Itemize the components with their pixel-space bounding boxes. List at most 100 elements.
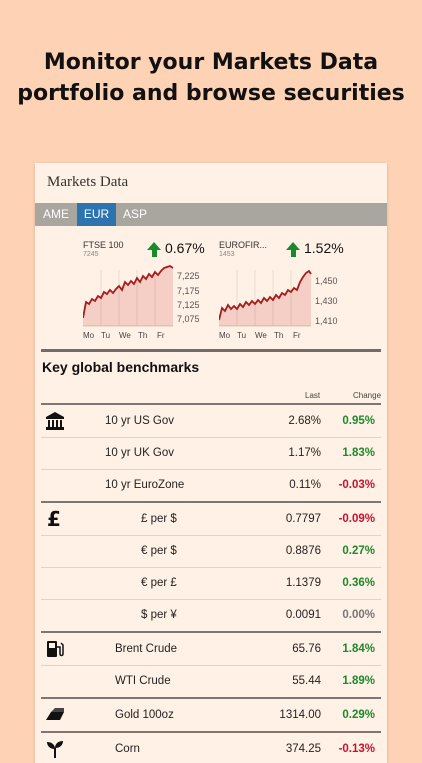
- table-row[interactable]: 10 yr UK Gov 1.17% 1.83%: [41, 437, 381, 469]
- table-row[interactable]: WTI Crude 55.44 1.89%: [41, 665, 381, 697]
- y-tick: 1,450: [315, 276, 338, 286]
- up-arrow-stem: [151, 250, 157, 257]
- chart-ftse-100-plot: 7,225 7,175 7,125 7,075 Mo Tu We Th Fr: [83, 265, 200, 340]
- table-row[interactable]: 10 yr EuroZone 0.11% -0.03%: [41, 469, 381, 501]
- benchmark-change: 0.36%: [342, 577, 375, 589]
- chart-index-value: 7245: [83, 251, 99, 258]
- row-divider: [41, 437, 381, 438]
- table-row[interactable]: Brent Crude 65.76 1.84%: [41, 633, 381, 665]
- table-row[interactable]: Corn 374.25 -0.13%: [41, 733, 381, 763]
- benchmark-name: € per $: [141, 545, 177, 557]
- group-divider: [41, 731, 381, 733]
- app-screen: Markets Data AME EUR ASP FTSE 100 7245 0…: [35, 163, 387, 763]
- benchmark-change: -0.13%: [338, 743, 375, 755]
- x-tick: We: [255, 331, 267, 340]
- benchmark-last: 0.0091: [285, 609, 321, 621]
- x-tick: Th: [274, 331, 283, 340]
- chart-change: 1.52%: [304, 240, 344, 256]
- chart-area: [83, 266, 173, 326]
- benchmark-last: 2.68%: [288, 415, 321, 427]
- group-divider: [41, 697, 381, 699]
- y-tick: 7,075: [177, 314, 200, 324]
- benchmark-change: 0.27%: [342, 545, 375, 557]
- group-divider: [41, 403, 381, 405]
- table-row[interactable]: € per $ 0.8876 0.27%: [41, 535, 381, 567]
- group-divider: [41, 631, 381, 633]
- gold-bar-icon: [45, 705, 65, 725]
- row-divider: [41, 469, 381, 470]
- benchmark-change: 1.84%: [342, 643, 375, 655]
- benchmark-name: Brent Crude: [115, 643, 178, 655]
- chart-name: FTSE 100: [83, 240, 124, 250]
- table-row[interactable]: £ per $ 0.7797 -0.09%: [41, 503, 381, 535]
- headline-line-1: Monitor your Markets Data: [43, 50, 379, 75]
- benchmark-name: 10 yr US Gov: [105, 415, 175, 427]
- tab-eur[interactable]: EUR: [77, 203, 116, 226]
- row-divider: [41, 665, 381, 666]
- column-header-change: Change: [353, 391, 382, 400]
- fuel-pump-icon: [45, 639, 65, 659]
- benchmark-last: 1.17%: [288, 447, 321, 459]
- headline-line-2: portfolio and browse securities: [17, 81, 405, 106]
- benchmark-name: Corn: [115, 743, 140, 755]
- benchmark-change: 1.83%: [342, 447, 375, 459]
- up-arrow-stem: [290, 250, 296, 257]
- benchmark-last: 0.8876: [285, 545, 321, 557]
- section-divider: [41, 349, 381, 352]
- y-tick: 1,410: [315, 316, 338, 326]
- chart-line: [83, 265, 174, 319]
- benchmark-last: 374.25: [285, 743, 321, 755]
- tab-ame[interactable]: AME: [42, 207, 69, 221]
- up-arrow-icon: [147, 242, 161, 250]
- chart-ftse-100[interactable]: FTSE 100 7245 0.67% 7,225 7,175 7,125 7,…: [83, 240, 213, 340]
- pound-icon: £: [45, 507, 65, 531]
- row-divider: [41, 567, 381, 568]
- table-row[interactable]: 10 yr US Gov 2.68% 0.95%: [41, 405, 381, 437]
- chart-eurofirst-plot: 1,450 1,430 1,410 Mo Tu We Th Fr: [219, 269, 338, 340]
- benchmark-name: 10 yr UK Gov: [105, 447, 175, 459]
- benchmark-change: -0.09%: [338, 513, 375, 525]
- y-tick: 7,225: [177, 271, 200, 281]
- chart-area: [219, 271, 311, 326]
- y-tick: 1,430: [315, 296, 338, 306]
- section-title: Key global benchmarks: [42, 359, 200, 375]
- bank-icon: [45, 411, 65, 431]
- group-divider: [41, 501, 381, 503]
- benchmark-change: 0.95%: [342, 415, 375, 427]
- app-title: Markets Data: [47, 174, 129, 190]
- x-tick: Tu: [101, 331, 110, 340]
- table-row[interactable]: Gold 100oz 1314.00 0.29%: [41, 699, 381, 731]
- benchmark-name: 10 yr EuroZone: [105, 479, 185, 491]
- x-tick: Mo: [219, 331, 231, 340]
- benchmark-name: € per £: [141, 577, 177, 589]
- x-tick: Fr: [293, 331, 301, 340]
- chart-eurofirst[interactable]: EUROFIR... 1453 1.52% 1,450 1,430 1,410 …: [219, 240, 349, 340]
- benchmark-change: -0.03%: [338, 479, 375, 491]
- benchmark-name: $ per ¥: [141, 609, 177, 621]
- benchmark-name: £ per $: [141, 513, 177, 525]
- benchmark-change: 0.00%: [342, 609, 375, 621]
- benchmark-change: 0.29%: [342, 709, 375, 721]
- benchmark-name: Gold 100oz: [115, 709, 174, 721]
- table-row[interactable]: $ per ¥ 0.0091 0.00%: [41, 599, 381, 631]
- x-tick: Th: [138, 331, 147, 340]
- benchmark-name: WTI Crude: [115, 675, 171, 687]
- y-tick: 7,175: [177, 286, 200, 296]
- benchmark-last: 1.1379: [285, 577, 321, 589]
- benchmark-last: 0.7797: [285, 513, 321, 525]
- headline: Monitor your Markets Data portfolio and …: [0, 47, 422, 109]
- x-tick: We: [119, 331, 131, 340]
- tab-asp[interactable]: ASP: [122, 207, 147, 221]
- y-tick: 7,125: [177, 300, 200, 310]
- x-tick: Mo: [83, 331, 95, 340]
- region-tabs: AME EUR ASP: [35, 203, 387, 226]
- svg-text:£: £: [47, 509, 61, 529]
- row-divider: [41, 535, 381, 536]
- benchmark-change: 1.89%: [342, 675, 375, 687]
- table-row[interactable]: € per £ 1.1379 0.36%: [41, 567, 381, 599]
- benchmark-last: 65.76: [292, 643, 321, 655]
- x-tick: Fr: [157, 331, 165, 340]
- column-header-last: Last: [305, 391, 321, 400]
- chart-change: 0.67%: [165, 240, 205, 256]
- chart-index-value: 1453: [219, 251, 235, 258]
